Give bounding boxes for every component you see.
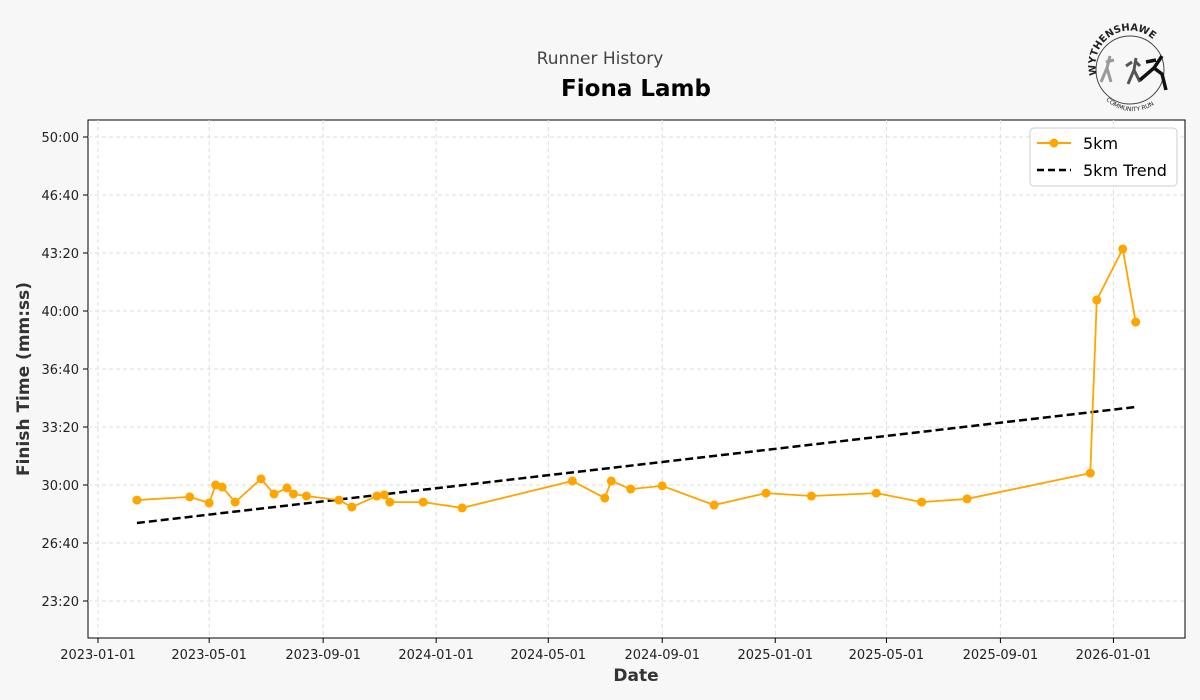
y-axis-label: Finish Time (mm:ss) <box>14 282 34 476</box>
y-tick-label: 40:00 <box>42 305 79 320</box>
data-point-5km <box>418 497 428 507</box>
data-point-5km <box>301 491 311 501</box>
data-point-5km <box>372 491 382 501</box>
x-tick-label: 2024-09-01 <box>624 648 700 663</box>
data-point-5km <box>204 498 214 508</box>
runner-icon-light <box>1099 55 1115 83</box>
data-point-5km <box>709 500 719 510</box>
x-axis-label: Date <box>613 666 658 686</box>
data-point-5km <box>132 495 142 505</box>
data-point-5km <box>288 489 298 499</box>
legend-series-label: 5km <box>1083 134 1118 153</box>
data-point-5km <box>600 493 610 503</box>
data-point-5km <box>917 497 927 507</box>
legend-series-marker <box>1049 138 1059 148</box>
series <box>132 244 1141 525</box>
data-point-5km <box>1092 295 1102 305</box>
data-point-5km <box>962 494 972 504</box>
data-point-5km <box>806 491 816 501</box>
chart-title: Fiona Lamb <box>561 76 711 102</box>
data-point-5km <box>626 484 636 494</box>
x-tick-label: 2025-01-01 <box>737 648 813 663</box>
y-tick-label: 23:20 <box>42 595 79 610</box>
data-point-5km <box>282 483 292 493</box>
x-tick-label: 2023-09-01 <box>285 648 361 663</box>
data-point-5km <box>1085 468 1095 478</box>
data-point-5km <box>657 481 667 491</box>
data-point-5km <box>185 492 195 502</box>
data-point-5km <box>230 497 240 507</box>
logo-ring <box>1095 35 1165 105</box>
legend-trend-label: 5km Trend <box>1083 161 1167 180</box>
data-point-5km <box>269 489 279 499</box>
data-point-5km <box>761 488 771 498</box>
ticks: 2023-01-01 2023-05-01 2023-09-01 2024-01-01… <box>42 131 1152 663</box>
runner-icon-dark <box>1138 55 1168 91</box>
grid <box>88 120 1185 638</box>
x-tick-label: 2024-01-01 <box>398 648 474 663</box>
data-point-5km <box>1118 244 1128 254</box>
x-tick-label: 2024-05-01 <box>510 648 586 663</box>
x-tick-label: 2023-01-01 <box>60 648 136 663</box>
data-point-5km <box>334 495 344 505</box>
data-point-5km <box>256 474 266 484</box>
runner-icon-mid <box>1125 57 1142 85</box>
x-tick-label: 2026-01-01 <box>1076 648 1152 663</box>
y-tick-label: 26:40 <box>42 537 79 552</box>
legend: 5km 5km Trend <box>1029 127 1178 187</box>
data-point-5km <box>567 476 577 486</box>
chart-suptitle: Runner History <box>537 49 664 69</box>
plot-area <box>87 119 1186 639</box>
y-tick-label: 30:00 <box>42 479 79 494</box>
data-point-5km <box>347 502 357 512</box>
y-tick-label: 36:40 <box>42 363 79 378</box>
data-point-5km <box>379 490 389 500</box>
data-point-5km <box>1131 317 1141 327</box>
y-tick-label: 50:00 <box>42 131 79 146</box>
y-tick-label: 43:20 <box>42 247 79 262</box>
x-tick-label: 2025-05-01 <box>849 648 925 663</box>
x-tick-label: 2025-09-01 <box>963 648 1039 663</box>
data-point-5km <box>217 482 227 492</box>
data-point-5km <box>871 488 881 498</box>
data-point-5km <box>606 476 616 486</box>
data-point-5km <box>457 503 467 513</box>
y-tick-label: 33:20 <box>42 421 79 436</box>
y-tick-label: 46:40 <box>42 189 79 204</box>
data-point-5km <box>385 497 395 507</box>
x-tick-label: 2023-05-01 <box>171 648 247 663</box>
